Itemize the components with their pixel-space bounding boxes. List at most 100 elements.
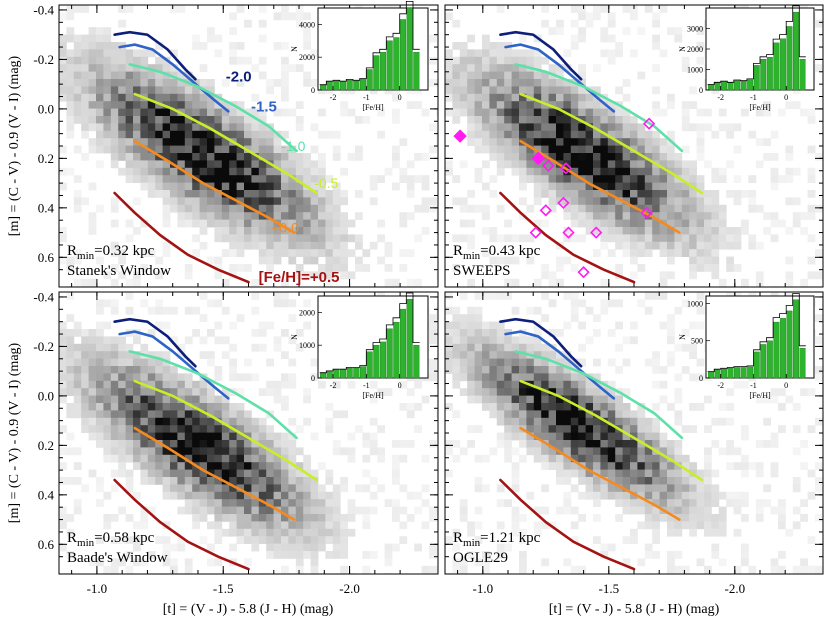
- density-cell: [563, 380, 572, 389]
- density-cell: [519, 343, 527, 352]
- density-cell: [133, 130, 141, 139]
- density-cell: [704, 197, 712, 206]
- density-cell: [251, 373, 260, 382]
- density-cell: [88, 219, 97, 228]
- density-cell: [445, 56, 453, 65]
- density-cell: [184, 432, 193, 441]
- density-cell: [192, 204, 200, 213]
- density-cell: [66, 49, 75, 58]
- density-cell: [258, 212, 267, 220]
- density-cell: [726, 190, 734, 198]
- histogram-bar: [333, 80, 340, 91]
- density-cell: [384, 167, 393, 176]
- density-cell: [384, 278, 393, 287]
- density-cell: [652, 417, 660, 426]
- density-cell: [251, 116, 260, 124]
- density-cell: [96, 64, 104, 72]
- density-cell: [652, 175, 660, 183]
- density-cell: [244, 116, 252, 124]
- density-cell: [103, 454, 112, 463]
- density-cell: [207, 558, 215, 567]
- density-cell: [236, 241, 245, 250]
- density-cell: [556, 182, 564, 191]
- density-cell: [630, 12, 638, 21]
- density-cell: [519, 93, 527, 102]
- density-cell: [644, 138, 653, 146]
- density-cell: [281, 536, 289, 544]
- density-cell: [236, 454, 245, 463]
- density-cell: [59, 343, 67, 352]
- hist-y-label: N: [290, 334, 299, 340]
- density-cell: [526, 388, 535, 396]
- density-cell: [585, 425, 594, 433]
- density-cell: [674, 219, 683, 228]
- density-cell: [258, 256, 267, 265]
- density-cell: [429, 373, 437, 382]
- density-cell: [229, 264, 237, 272]
- density-cell: [541, 454, 549, 463]
- density-cell: [644, 182, 653, 191]
- density-cell: [504, 219, 512, 228]
- density-cell: [192, 514, 200, 522]
- density-cell: [630, 256, 638, 265]
- density-cell: [236, 410, 245, 419]
- density-cell: [570, 167, 579, 176]
- density-cell: [689, 528, 697, 537]
- open-diamond-marker: [559, 162, 573, 175]
- density-cell: [504, 543, 512, 552]
- density-cell: [295, 116, 304, 124]
- density-cell: [436, 219, 438, 228]
- density-cell: [533, 454, 542, 463]
- density-cell: [155, 417, 163, 426]
- density-cell: [600, 108, 609, 117]
- density-cell: [718, 108, 727, 117]
- density-cell: [258, 454, 267, 463]
- density-cell: [630, 336, 638, 345]
- density-cell: [310, 565, 319, 574]
- density-cell: [489, 373, 498, 382]
- density-cell: [399, 536, 408, 544]
- histogram-bar: [779, 38, 786, 91]
- density-cell: [659, 484, 668, 493]
- density-cell: [310, 477, 319, 485]
- density-cell: [541, 138, 549, 146]
- density-cell: [118, 64, 126, 72]
- density-cell: [585, 227, 594, 235]
- density-cell: [229, 410, 237, 419]
- density-cell: [459, 101, 468, 109]
- density-cell: [600, 160, 609, 169]
- density-cell: [600, 175, 609, 183]
- density-cell: [504, 145, 512, 154]
- density-cell: [118, 558, 126, 567]
- density-cell: [81, 93, 89, 102]
- density-cell: [696, 219, 705, 228]
- density-cell: [103, 410, 112, 419]
- density-cell: [652, 64, 660, 72]
- density-cell: [445, 12, 453, 21]
- density-cell: [221, 432, 230, 441]
- density-cell: [637, 417, 646, 426]
- density-cell: [170, 373, 178, 382]
- density-cell: [170, 543, 178, 552]
- histogram-bar: [333, 369, 340, 379]
- density-cell: [310, 543, 319, 552]
- density-cell: [637, 160, 646, 169]
- density-cell: [467, 366, 475, 374]
- density-cell: [578, 93, 586, 102]
- density-cell: [578, 86, 586, 95]
- density-cell: [340, 521, 348, 530]
- density-cell: [414, 234, 422, 243]
- density-cell: [607, 116, 616, 124]
- density-cell: [652, 528, 660, 537]
- density-cell: [103, 521, 112, 530]
- density-cell: [207, 204, 215, 213]
- density-cell: [711, 551, 720, 559]
- density-cell: [66, 329, 75, 337]
- density-cell: [681, 343, 690, 352]
- density-cell: [652, 34, 660, 43]
- density-cell: [406, 410, 415, 419]
- density-cell: [303, 514, 311, 522]
- density-cell: [704, 528, 712, 537]
- density-cell: [674, 234, 683, 243]
- density-cell: [519, 358, 527, 367]
